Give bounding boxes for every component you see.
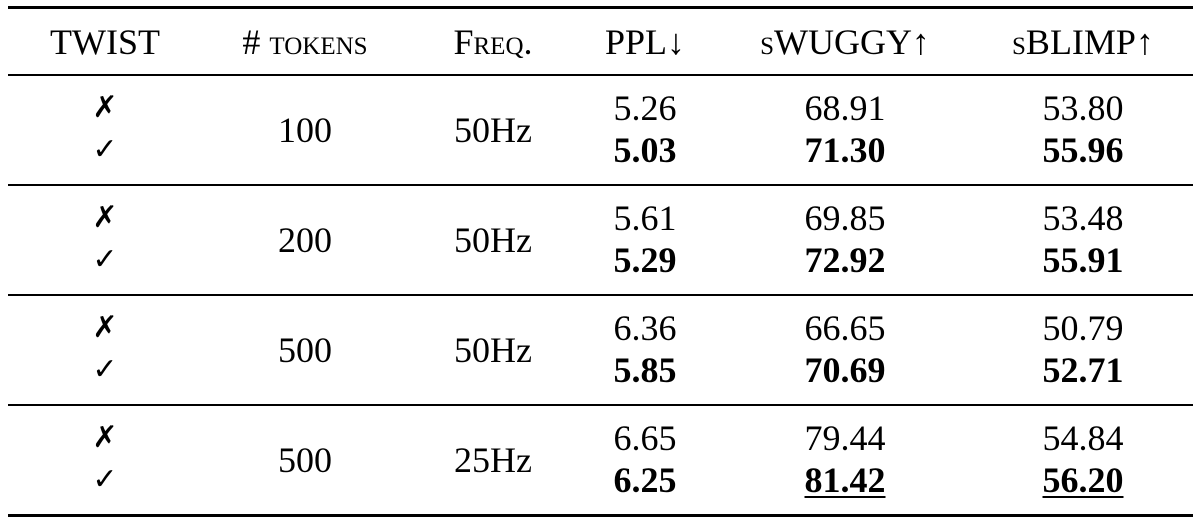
tokens-cell: 200 — [278, 220, 332, 260]
twist-mark: ✗ — [92, 420, 118, 455]
tokens-cell: 100 — [278, 110, 332, 150]
top-rule — [8, 6, 1193, 9]
header-cell: Freq. — [453, 22, 533, 62]
ppl-cell: 6.25 — [613, 460, 677, 500]
bottom-rule — [8, 514, 1193, 517]
swuggy-cell: 71.30 — [804, 130, 886, 170]
group-rule — [8, 184, 1193, 186]
group-rule — [8, 404, 1193, 406]
header-cell: TWIST — [50, 22, 160, 62]
ppl-cell: 5.26 — [613, 88, 677, 128]
sblimp-cell: 55.96 — [1042, 130, 1124, 170]
swuggy-cell: 79.44 — [804, 418, 886, 458]
freq-cell: 50Hz — [454, 220, 532, 260]
header-cell: sBLIMP↑ — [1012, 22, 1154, 62]
swuggy-cell: 81.42 — [804, 460, 886, 500]
twist-mark: ✓ — [92, 242, 118, 277]
twist-mark: ✓ — [92, 132, 118, 167]
tokens-cell: 500 — [278, 330, 332, 370]
sblimp-cell: 56.20 — [1042, 460, 1124, 500]
swuggy-cell: 72.92 — [804, 240, 886, 280]
freq-cell: 25Hz — [454, 440, 532, 480]
swuggy-cell: 68.91 — [804, 88, 886, 128]
twist-mark: ✗ — [92, 310, 118, 345]
tokens-cell: 500 — [278, 440, 332, 480]
twist-mark: ✓ — [92, 462, 118, 497]
ppl-cell: 6.65 — [613, 418, 677, 458]
ppl-cell: 5.61 — [613, 198, 677, 238]
ppl-cell: 5.29 — [613, 240, 677, 280]
freq-cell: 50Hz — [454, 110, 532, 150]
sblimp-cell: 50.79 — [1042, 308, 1124, 348]
ppl-cell: 6.36 — [613, 308, 677, 348]
swuggy-cell: 70.69 — [804, 350, 886, 390]
twist-mark: ✓ — [92, 352, 118, 387]
sblimp-cell: 54.84 — [1042, 418, 1124, 458]
sblimp-cell: 55.91 — [1042, 240, 1124, 280]
ppl-cell: 5.03 — [613, 130, 677, 170]
group-rule — [8, 294, 1193, 296]
header-cell: sWUGGY↑ — [760, 22, 930, 62]
freq-cell: 50Hz — [454, 330, 532, 370]
sblimp-cell: 53.80 — [1042, 88, 1124, 128]
swuggy-cell: 69.85 — [804, 198, 886, 238]
header-rule — [8, 74, 1193, 76]
sblimp-cell: 52.71 — [1042, 350, 1124, 390]
twist-mark: ✗ — [92, 200, 118, 235]
header-cell: # tokens — [242, 22, 368, 62]
twist-mark: ✗ — [92, 90, 118, 125]
header-cell: PPL↓ — [604, 22, 686, 62]
sblimp-cell: 53.48 — [1042, 198, 1124, 238]
swuggy-cell: 66.65 — [804, 308, 886, 348]
ppl-cell: 5.85 — [613, 350, 677, 390]
